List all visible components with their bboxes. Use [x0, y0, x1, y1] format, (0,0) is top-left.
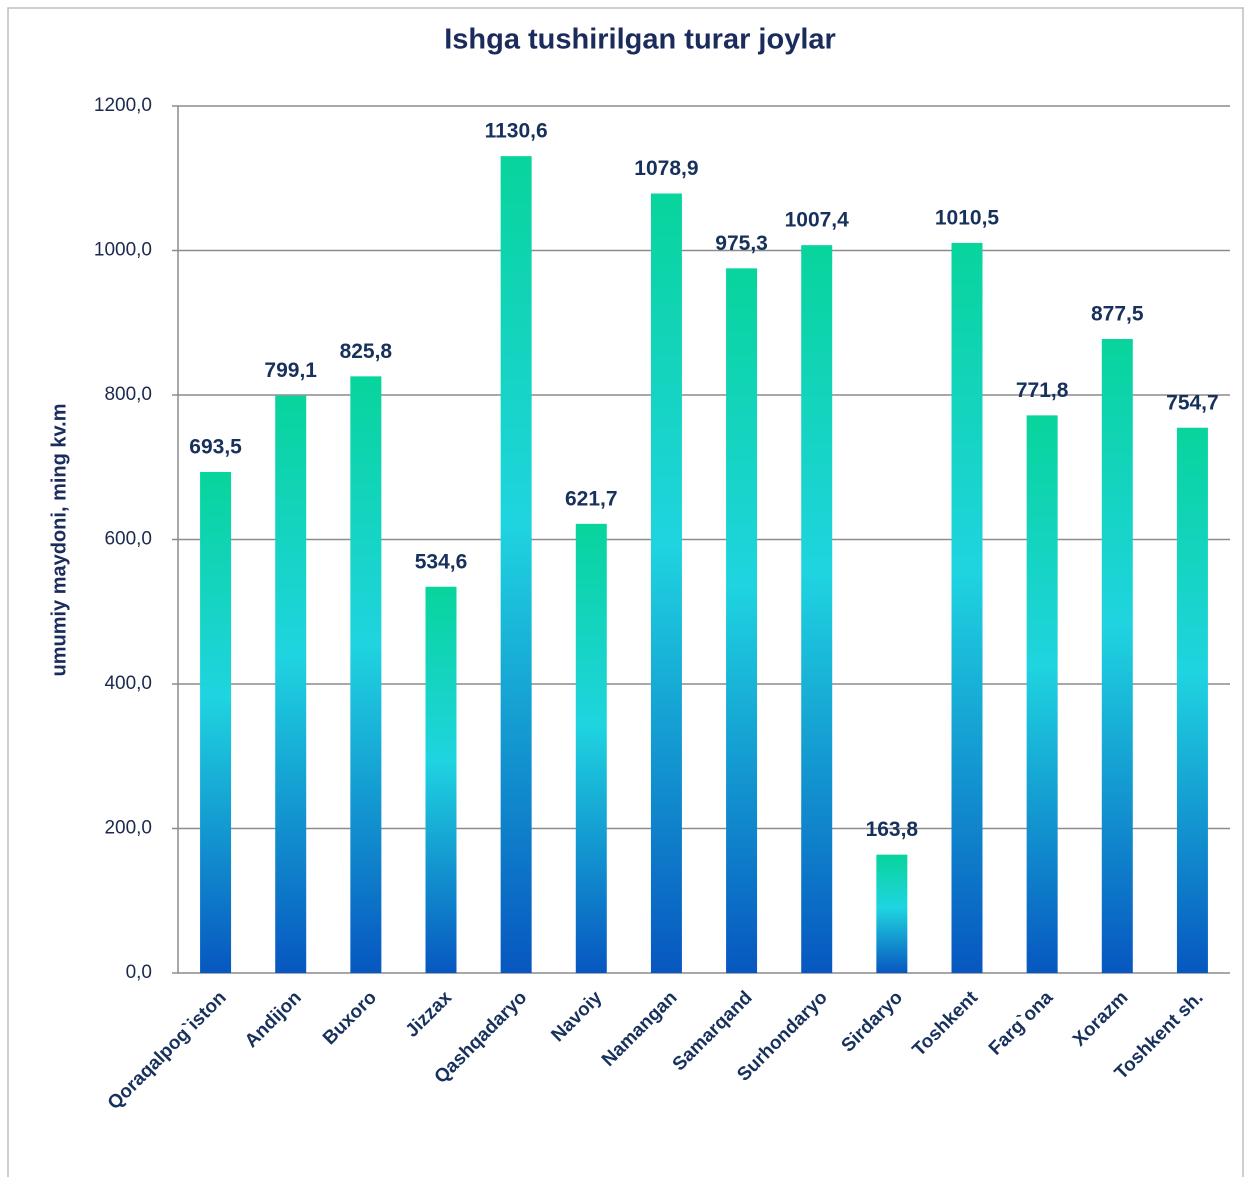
- data-label: 621,7: [565, 487, 618, 510]
- x-tick-label: Xorazm: [1069, 987, 1132, 1050]
- x-tick-label: Farg`ona: [985, 987, 1058, 1060]
- bar: [350, 376, 382, 973]
- y-axis-label: umumiy maydoni, ming kv.m: [48, 403, 70, 676]
- y-tick-label: 600,0: [104, 529, 152, 550]
- x-tick-label: Toshkent: [909, 987, 983, 1061]
- data-label: 534,6: [415, 550, 468, 573]
- y-tick-label: 0,0: [126, 962, 152, 983]
- x-tick-label: Andijon: [241, 987, 306, 1052]
- y-tick-label: 1000,0: [94, 240, 152, 261]
- bar: [650, 193, 682, 973]
- chart-title: Ishga tushirilgan turar joylar: [444, 24, 836, 56]
- data-label: 1007,4: [785, 209, 850, 232]
- bar: [200, 471, 232, 973]
- data-label: 1010,5: [935, 206, 1000, 229]
- bar: [951, 242, 983, 973]
- x-tick-label: Navoiy: [547, 987, 606, 1046]
- y-tick-label: 800,0: [104, 384, 152, 405]
- data-label: 1078,9: [634, 157, 698, 180]
- data-label: 771,8: [1016, 379, 1069, 402]
- bar: [575, 523, 607, 973]
- x-tick-label: Qoraqalpog`iston: [104, 987, 231, 1114]
- data-label: 975,3: [715, 232, 768, 255]
- bar: [1026, 415, 1058, 973]
- x-tick-label: Sirdaryo: [838, 987, 907, 1056]
- bar: [876, 854, 908, 973]
- bar: [275, 395, 307, 973]
- data-label: 877,5: [1091, 303, 1144, 326]
- bar: [1176, 427, 1208, 973]
- data-label: 754,7: [1166, 391, 1219, 414]
- data-label: 799,1: [264, 359, 317, 382]
- x-tick-label: Jizzax: [402, 987, 457, 1042]
- data-label: 825,8: [340, 340, 393, 363]
- frame: [7, 7, 1244, 1182]
- bar: [425, 586, 457, 973]
- bar: [1101, 339, 1133, 974]
- bar: [500, 156, 532, 974]
- data-label: 1130,6: [485, 120, 548, 143]
- bar: [726, 268, 758, 973]
- x-tick-label: Namangan: [598, 987, 682, 1071]
- bar: [801, 245, 833, 973]
- data-label: 693,5: [189, 435, 242, 458]
- y-tick-label: 200,0: [104, 818, 152, 839]
- y-tick-label: 1200,0: [94, 95, 152, 116]
- data-label: 163,8: [866, 818, 919, 841]
- x-tick-label: Buxoro: [319, 987, 381, 1049]
- y-tick-label: 400,0: [104, 673, 152, 694]
